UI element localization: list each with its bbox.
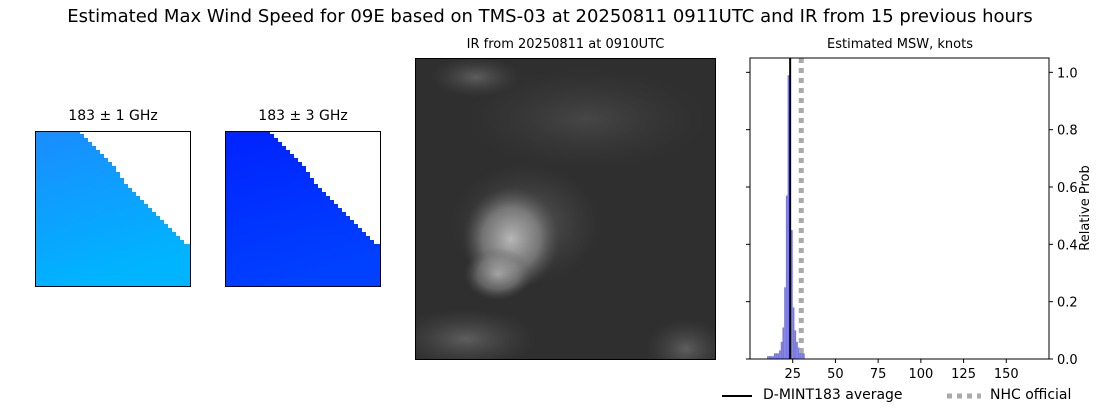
x-tick-label: 25 xyxy=(784,367,801,380)
hist-bar xyxy=(767,356,769,359)
legend-dmint-label: D-MINT183 average xyxy=(763,387,903,403)
legend-dmint-line-icon xyxy=(722,395,752,397)
msw-histogram-chart: 25 50 75 100 125 150 0.0 0.2 0.4 0.6 0.8 1.0 Relat… xyxy=(746,57,1093,380)
hist-bar xyxy=(796,341,798,359)
hist-bar xyxy=(792,307,795,359)
y-tick-label: 1.0 xyxy=(1057,66,1078,81)
mw2-image-panel xyxy=(225,131,381,287)
y-tick-label: 0.2 xyxy=(1057,296,1078,311)
y-tick-label: 0.6 xyxy=(1057,181,1078,196)
hist-bar xyxy=(782,327,785,359)
hist-bar xyxy=(768,356,771,359)
x-tick-label: 50 xyxy=(827,367,844,380)
hist-axes-frame xyxy=(749,57,1050,360)
legend-nhc-dotted-icon xyxy=(947,393,981,399)
x-tick-label: 75 xyxy=(870,367,887,380)
hist-bar xyxy=(799,350,802,359)
hist-bar xyxy=(787,75,790,359)
hist-bar xyxy=(777,353,780,359)
hist-bar xyxy=(772,356,774,359)
y-tick-label: 0.0 xyxy=(1057,353,1078,368)
ir-cloud-band xyxy=(466,69,706,169)
hist-bar xyxy=(785,195,788,359)
x-tick-label: 125 xyxy=(951,367,976,380)
figure-title: Estimated Max Wind Speed for 09E based o… xyxy=(67,6,1033,27)
hist-y-axis-label: Relative Prob xyxy=(1078,165,1093,250)
mw1-image-panel xyxy=(35,131,191,287)
legend: D-MINT183 average NHC official xyxy=(720,386,1100,406)
hist-bar xyxy=(794,330,797,359)
mw1-swath xyxy=(36,132,190,286)
hist-bar xyxy=(780,341,783,359)
hist-bar xyxy=(779,350,781,359)
hist-bar xyxy=(784,287,786,359)
ir-storm-band xyxy=(464,248,532,300)
y-tick-label: 0.4 xyxy=(1057,238,1078,253)
ir-image xyxy=(416,59,715,359)
legend-nhc-label: NHC official xyxy=(990,387,1072,403)
hist-bar xyxy=(770,356,773,359)
hist-bar xyxy=(791,230,793,359)
mw1-title: 183 ± 1 GHz xyxy=(68,108,158,124)
mw1-image xyxy=(36,132,190,286)
hist-bar xyxy=(802,353,805,359)
ir-image-panel xyxy=(415,58,716,360)
x-tick-label: 100 xyxy=(908,367,933,380)
hist-title: Estimated MSW, knots xyxy=(827,37,973,52)
y-tick-label: 0.8 xyxy=(1057,124,1078,139)
mw2-image xyxy=(226,132,380,286)
x-tick-label: 150 xyxy=(994,367,1019,380)
mw2-title: 183 ± 3 GHz xyxy=(258,108,348,124)
mw2-swath xyxy=(226,132,380,286)
hist-bar xyxy=(801,350,803,359)
ir-cloud-southwest xyxy=(416,309,536,359)
hist-bar xyxy=(773,353,776,359)
ir-title: IR from 20250811 at 0910UTC xyxy=(466,37,665,52)
hist-bar xyxy=(797,347,800,359)
hist-bar xyxy=(775,353,778,359)
ir-cloud-southeast xyxy=(646,319,715,359)
